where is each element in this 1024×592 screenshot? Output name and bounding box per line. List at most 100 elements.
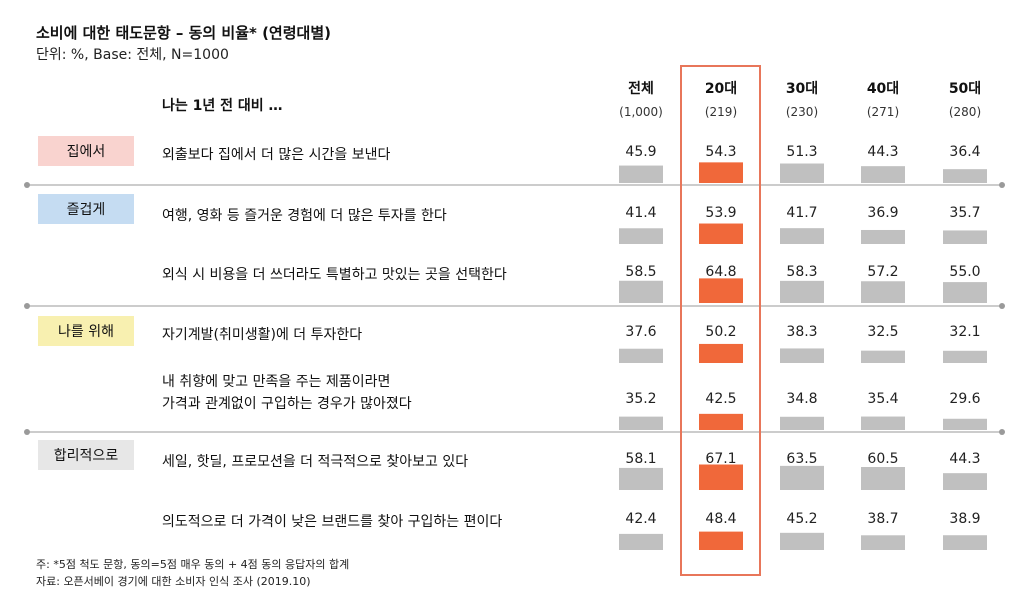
column-n-4: (280) (949, 105, 981, 119)
bar-r2-c2 (780, 280, 824, 303)
column-n-0: (1,000) (619, 105, 663, 119)
value-label-r6-c3: 38.7 (867, 511, 898, 527)
category-label-0: 집에서 (67, 144, 106, 160)
bar-r3-c2 (780, 348, 824, 363)
category-label-2: 나를 위해 (58, 324, 114, 340)
value-label-r4-c3: 35.4 (867, 391, 898, 407)
bar-r3-c1 (699, 343, 743, 363)
bar-r3-c0 (619, 348, 663, 363)
value-label-r0-c4: 36.4 (949, 144, 980, 160)
column-n-3: (271) (867, 105, 899, 119)
bar-r4-c3 (861, 416, 905, 430)
value-label-r5-c4: 44.3 (949, 451, 980, 467)
divider-dot-left-0 (24, 182, 30, 188)
value-label-r4-c2: 34.8 (786, 391, 817, 407)
value-label-r0-c2: 51.3 (786, 144, 817, 160)
value-label-r4-c1: 42.5 (705, 391, 736, 407)
row-label-2: 외식 시 비용을 더 쓰더라도 특별하고 맛있는 곳을 선택한다 (162, 267, 507, 283)
value-label-r2-c1: 64.8 (705, 264, 736, 280)
bar-r5-c1 (699, 464, 743, 490)
value-label-r5-c1: 67.1 (705, 451, 736, 467)
value-label-r4-c0: 35.2 (625, 391, 656, 407)
bar-r6-c0 (619, 533, 663, 550)
value-label-r1-c0: 41.4 (625, 205, 656, 221)
column-header-4: 50대 (949, 81, 981, 97)
bar-r0-c4 (943, 169, 987, 183)
row-label-4-1: 가격과 관계없이 구입하는 경우가 많아졌다 (162, 396, 412, 412)
value-label-r1-c4: 35.7 (949, 205, 980, 221)
value-label-r1-c2: 41.7 (786, 205, 817, 221)
value-label-r6-c0: 42.4 (625, 511, 656, 527)
bar-r6-c2 (780, 532, 824, 550)
value-label-r0-c1: 54.3 (705, 144, 736, 160)
value-label-r2-c2: 58.3 (786, 264, 817, 280)
value-label-r3-c0: 37.6 (625, 324, 656, 340)
row-label-6: 의도적으로 더 가격이 낮은 브랜드를 찾아 구입하는 편이다 (162, 514, 502, 530)
bar-r3-c3 (861, 350, 905, 363)
value-label-r3-c2: 38.3 (786, 324, 817, 340)
bar-r1-c2 (780, 228, 824, 244)
bar-r2-c0 (619, 280, 663, 303)
bar-r0-c0 (619, 165, 663, 183)
bar-r0-c1 (699, 162, 743, 183)
divider-dot-left-1 (24, 303, 30, 309)
value-label-r3-c3: 32.5 (867, 324, 898, 340)
row-label-3: 자기계발(취미생활)에 더 투자한다 (162, 327, 362, 343)
value-label-r3-c4: 32.1 (949, 324, 980, 340)
value-label-r1-c1: 53.9 (705, 205, 736, 221)
value-label-r4-c4: 29.6 (949, 391, 980, 407)
value-label-r6-c1: 48.4 (705, 511, 736, 527)
highlight-column-box (680, 65, 761, 576)
bar-r4-c2 (780, 416, 824, 430)
divider-dot-right-2 (999, 429, 1005, 435)
bar-r1-c1 (699, 223, 743, 244)
bar-r4-c4 (943, 418, 987, 430)
divider-dot-left-2 (24, 429, 30, 435)
chart-title: 소비에 대한 태도문항 – 동의 비율* (연령대별) (36, 24, 331, 42)
column-header-0: 전체 (628, 80, 654, 97)
bar-r0-c3 (861, 166, 905, 183)
row-label-0: 외출보다 집에서 더 많은 시간을 보낸다 (162, 147, 390, 163)
bar-r2-c1 (699, 278, 743, 303)
category-label-1: 즐겁게 (67, 202, 106, 218)
value-label-r5-c0: 58.1 (625, 451, 656, 467)
bar-r6-c4 (943, 535, 987, 550)
value-label-r2-c4: 55.0 (949, 264, 980, 280)
bar-r1-c3 (861, 229, 905, 244)
value-label-r1-c3: 36.9 (867, 205, 898, 221)
divider-dot-right-0 (999, 182, 1005, 188)
value-label-r0-c3: 44.3 (867, 144, 898, 160)
bar-r6-c3 (861, 535, 905, 550)
chart-subtitle: 단위: %, Base: 전체, N=1000 (36, 47, 229, 63)
bar-r5-c0 (619, 467, 663, 490)
category-label-3: 합리적으로 (54, 448, 119, 464)
row-prefix: 나는 1년 전 대비 … (162, 98, 283, 114)
bar-r3-c4 (943, 350, 987, 363)
category-box-2 (38, 316, 134, 346)
value-label-r0-c0: 45.9 (625, 144, 656, 160)
column-n-2: (230) (786, 105, 818, 119)
divider-dot-right-1 (999, 303, 1005, 309)
column-header-3: 40대 (867, 81, 899, 97)
bar-r5-c3 (861, 467, 905, 490)
value-label-r6-c4: 38.9 (949, 511, 980, 527)
value-label-r3-c1: 50.2 (705, 324, 736, 340)
value-label-r2-c0: 58.5 (625, 264, 656, 280)
category-box-1 (38, 194, 134, 224)
column-header-2: 30대 (786, 81, 818, 97)
bar-r2-c4 (943, 282, 987, 303)
bar-r2-c3 (861, 281, 905, 303)
value-label-r6-c2: 45.2 (786, 511, 817, 527)
bar-r4-c0 (619, 416, 663, 430)
row-label-4-0: 내 취향에 맞고 만족을 주는 제품이라면 (162, 374, 390, 390)
column-header-1: 20대 (705, 81, 737, 97)
column-n-1: (219) (705, 105, 737, 119)
footnote: 주: *5점 척도 문항, 동의=5점 매우 동의 + 4점 동의 응답자의 합… (36, 558, 350, 571)
bar-r5-c4 (943, 473, 987, 490)
value-label-r2-c3: 57.2 (867, 264, 898, 280)
value-label-r5-c3: 60.5 (867, 451, 898, 467)
bar-r5-c2 (780, 465, 824, 490)
bar-r6-c1 (699, 531, 743, 550)
category-box-3 (38, 440, 134, 470)
